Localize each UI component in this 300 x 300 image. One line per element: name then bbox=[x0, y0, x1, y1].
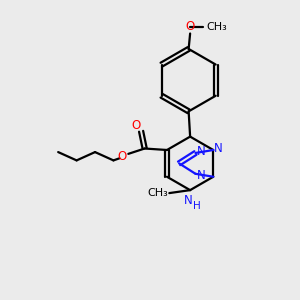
Text: N: N bbox=[196, 145, 205, 158]
Text: N: N bbox=[196, 169, 205, 182]
Text: CH₃: CH₃ bbox=[148, 188, 168, 198]
Text: O: O bbox=[131, 119, 140, 132]
Text: CH₃: CH₃ bbox=[206, 22, 227, 32]
Text: O: O bbox=[185, 20, 195, 33]
Text: N: N bbox=[214, 142, 223, 155]
Text: H: H bbox=[193, 202, 200, 212]
Text: O: O bbox=[117, 150, 126, 163]
Text: N: N bbox=[184, 194, 193, 207]
